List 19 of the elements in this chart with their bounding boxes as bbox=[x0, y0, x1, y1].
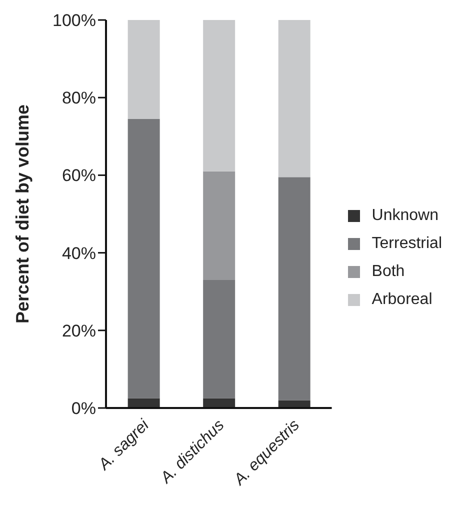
y-tick-label: 80% bbox=[62, 88, 96, 108]
bar bbox=[203, 20, 236, 172]
y-tick-label: 60% bbox=[62, 166, 96, 186]
bar bbox=[278, 177, 310, 400]
bar bbox=[278, 20, 310, 178]
bar bbox=[128, 20, 160, 119]
bar bbox=[203, 280, 236, 398]
y-tick-label: 0% bbox=[71, 399, 96, 418]
y-axis-title: Percent of diet by volume bbox=[12, 104, 32, 324]
y-tick-label: 100% bbox=[52, 11, 96, 30]
y-tick-label: 20% bbox=[62, 321, 96, 340]
y-tick-label: 40% bbox=[62, 244, 96, 263]
legend-label: Both bbox=[372, 263, 405, 281]
legend-label: Arboreal bbox=[372, 291, 432, 309]
legend-label: Terrestrial bbox=[372, 235, 442, 253]
bar bbox=[278, 400, 310, 408]
bar bbox=[128, 118, 160, 398]
legend-label: Unknown bbox=[372, 207, 438, 225]
bar bbox=[203, 171, 236, 280]
